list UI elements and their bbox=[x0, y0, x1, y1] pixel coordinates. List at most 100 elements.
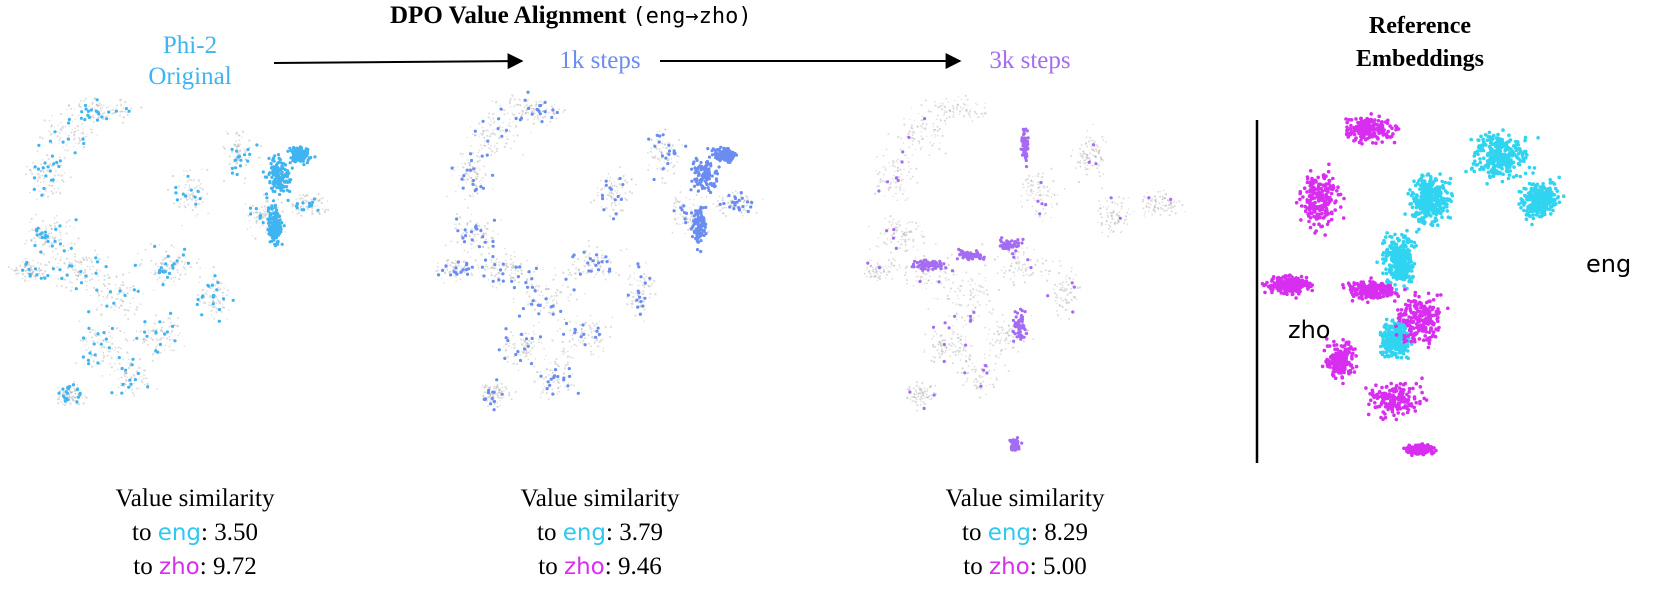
background-point bbox=[40, 163, 42, 166]
background-point bbox=[144, 338, 148, 342]
background-point bbox=[636, 294, 639, 297]
background-point bbox=[1051, 206, 1053, 208]
background-point bbox=[34, 279, 36, 281]
background-point bbox=[509, 118, 511, 121]
background-point bbox=[943, 119, 947, 122]
background-point bbox=[131, 388, 134, 391]
background-point bbox=[608, 191, 611, 193]
background-point bbox=[120, 110, 123, 113]
background-point bbox=[964, 360, 968, 363]
data-point bbox=[171, 324, 175, 328]
background-point bbox=[121, 273, 125, 276]
background-point bbox=[7, 266, 10, 269]
background-point bbox=[110, 109, 112, 112]
background-point bbox=[906, 222, 909, 225]
background-point bbox=[72, 390, 74, 393]
background-point bbox=[187, 192, 190, 195]
background-point bbox=[509, 125, 512, 128]
background-point bbox=[958, 303, 961, 306]
background-point bbox=[505, 265, 508, 268]
background-point bbox=[30, 240, 33, 242]
background-point bbox=[585, 272, 589, 275]
background-point bbox=[946, 297, 949, 300]
background-point bbox=[73, 157, 75, 159]
background-point bbox=[92, 339, 95, 342]
background-point bbox=[55, 258, 57, 260]
background-point bbox=[170, 343, 172, 345]
background-point bbox=[1035, 175, 1037, 177]
background-point bbox=[1003, 266, 1006, 269]
background-point bbox=[945, 349, 947, 352]
background-point bbox=[978, 304, 981, 306]
background-point bbox=[50, 190, 53, 193]
background-point bbox=[200, 183, 202, 185]
background-point bbox=[543, 115, 547, 118]
background-point bbox=[936, 129, 939, 132]
background-point bbox=[647, 151, 649, 154]
background-point bbox=[98, 116, 101, 119]
background-point bbox=[493, 120, 496, 123]
background-point bbox=[60, 128, 62, 131]
background-point bbox=[952, 325, 954, 327]
background-point bbox=[1022, 251, 1025, 254]
background-point bbox=[518, 98, 521, 101]
data-point bbox=[40, 235, 44, 240]
background-point bbox=[964, 336, 967, 338]
background-point bbox=[48, 119, 51, 122]
background-point bbox=[1026, 273, 1028, 276]
data-point bbox=[114, 109, 118, 113]
background-point bbox=[918, 142, 921, 145]
background-point bbox=[1159, 207, 1162, 209]
background-point bbox=[916, 404, 919, 407]
data-point bbox=[81, 336, 86, 340]
background-point bbox=[255, 221, 258, 223]
background-point bbox=[946, 117, 948, 119]
background-point bbox=[896, 166, 899, 169]
background-point bbox=[198, 281, 200, 284]
background-point bbox=[476, 192, 479, 195]
background-point bbox=[967, 105, 969, 107]
background-point bbox=[221, 303, 224, 305]
background-point bbox=[540, 396, 542, 399]
background-point bbox=[238, 150, 241, 153]
background-point bbox=[525, 354, 528, 357]
background-point bbox=[994, 362, 997, 365]
background-point bbox=[985, 289, 988, 292]
data-point bbox=[81, 355, 85, 359]
background-point bbox=[122, 291, 125, 294]
background-point bbox=[49, 235, 51, 238]
background-point bbox=[95, 355, 98, 358]
background-point bbox=[670, 158, 673, 160]
background-point bbox=[39, 263, 42, 265]
background-point bbox=[741, 214, 744, 217]
background-point bbox=[475, 185, 478, 188]
background-point bbox=[467, 221, 469, 224]
background-point bbox=[211, 306, 214, 309]
data-point bbox=[79, 281, 84, 285]
background-point bbox=[133, 374, 136, 377]
background-point bbox=[569, 293, 572, 296]
background-point bbox=[212, 300, 215, 303]
background-point bbox=[248, 156, 251, 159]
background-point bbox=[1043, 187, 1045, 189]
background-point bbox=[875, 272, 878, 274]
background-point bbox=[50, 164, 53, 167]
background-point bbox=[223, 306, 226, 309]
background-point bbox=[128, 286, 131, 289]
background-point bbox=[569, 356, 572, 359]
data-point bbox=[286, 173, 290, 177]
data-point bbox=[67, 385, 71, 389]
background-point bbox=[1099, 204, 1101, 206]
background-point bbox=[930, 359, 933, 362]
background-point bbox=[499, 283, 502, 285]
background-point bbox=[570, 383, 573, 386]
background-point bbox=[1082, 162, 1085, 164]
background-point bbox=[725, 206, 728, 209]
background-point bbox=[533, 345, 535, 348]
background-point bbox=[119, 115, 121, 117]
background-point bbox=[100, 313, 103, 316]
background-point bbox=[1028, 174, 1031, 177]
background-point bbox=[1100, 158, 1103, 161]
background-point bbox=[687, 229, 690, 232]
background-point bbox=[525, 343, 528, 345]
